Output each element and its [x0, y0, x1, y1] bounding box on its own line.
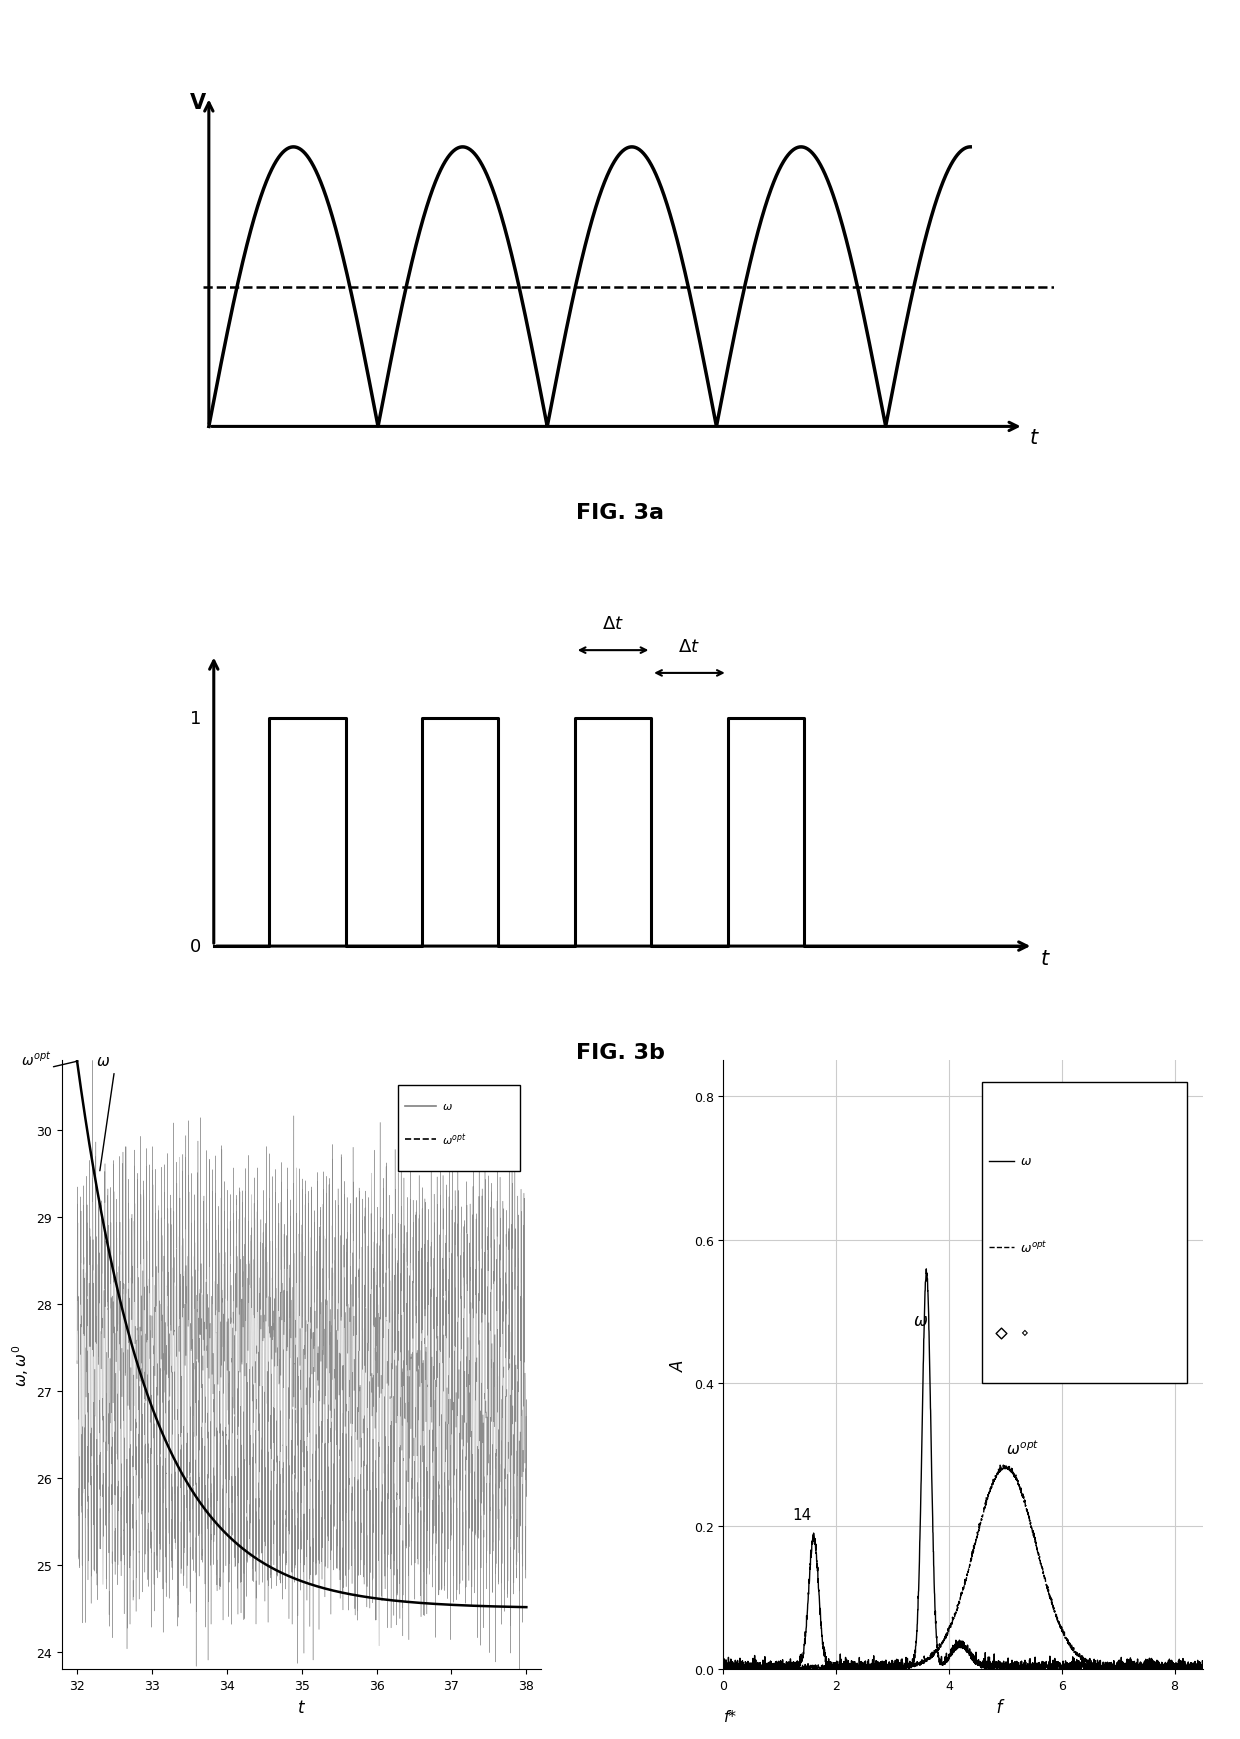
- Text: $\omega^{opt}$: $\omega^{opt}$: [21, 1050, 51, 1068]
- Text: f*: f*: [723, 1709, 737, 1723]
- Text: t: t: [1030, 428, 1038, 449]
- Text: V: V: [190, 94, 206, 113]
- Y-axis label: $\omega, \omega^0$: $\omega, \omega^0$: [10, 1344, 31, 1386]
- Text: $\omega$: $\omega$: [443, 1101, 454, 1111]
- Text: $\diamond$: $\diamond$: [1019, 1327, 1028, 1339]
- Text: $\omega$: $\omega$: [97, 1054, 110, 1068]
- Text: $\omega^{opt}$: $\omega^{opt}$: [1019, 1240, 1047, 1256]
- Y-axis label: A: A: [670, 1360, 688, 1370]
- FancyBboxPatch shape: [982, 1082, 1187, 1383]
- Text: t: t: [1040, 949, 1048, 969]
- Text: $\Delta t$: $\Delta t$: [603, 614, 624, 633]
- Text: 14: 14: [792, 1508, 812, 1522]
- X-axis label:               f: f: [924, 1697, 1003, 1716]
- Text: $\Delta t$: $\Delta t$: [678, 636, 701, 656]
- Text: 1: 1: [190, 710, 201, 729]
- Point: [991, 1318, 1011, 1346]
- Text: $\omega$: $\omega$: [1019, 1155, 1032, 1167]
- X-axis label: t: t: [299, 1697, 305, 1716]
- Text: $\omega^{opt}$: $\omega^{opt}$: [1006, 1438, 1039, 1457]
- Text: $\omega^{opt}$: $\omega^{opt}$: [443, 1132, 467, 1146]
- FancyBboxPatch shape: [398, 1085, 521, 1170]
- Text: FIG. 3b: FIG. 3b: [575, 1042, 665, 1063]
- Text: $\omega$: $\omega$: [913, 1311, 929, 1330]
- Text: FIG. 3a: FIG. 3a: [577, 503, 663, 523]
- Text: 0: 0: [190, 937, 201, 955]
